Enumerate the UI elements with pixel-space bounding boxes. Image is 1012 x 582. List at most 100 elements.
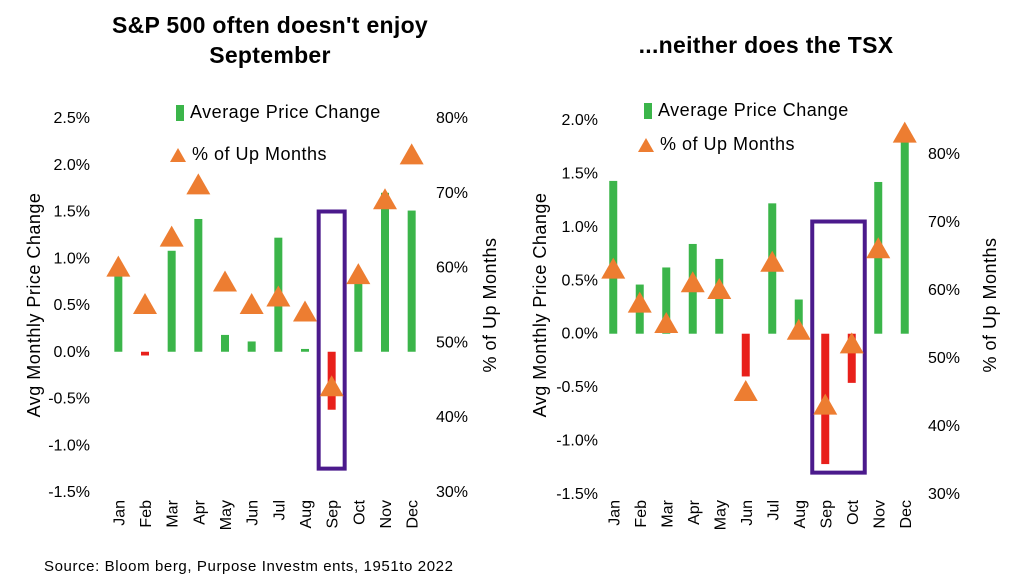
y2-tick-label: 30% bbox=[436, 484, 468, 501]
y2-axis-title: % of Up Months bbox=[480, 237, 500, 372]
up-months-marker-feb bbox=[627, 291, 652, 313]
legend-label: % of Up Months bbox=[192, 144, 328, 164]
chart-title: ...neither does the TSX bbox=[606, 30, 926, 60]
legend-item-markers: % of Up Months bbox=[170, 144, 327, 165]
up-months-marker-nov bbox=[866, 237, 891, 259]
up-months-marker-mar bbox=[159, 225, 184, 247]
up-months-marker-jun bbox=[239, 293, 264, 314]
legend-item-bars: Average Price Change bbox=[176, 102, 381, 123]
up-months-marker-jan bbox=[601, 257, 626, 279]
chart-title: S&P 500 often doesn't enjoy September bbox=[70, 10, 470, 70]
bar-dec bbox=[407, 210, 416, 352]
y-tick-label: 1.5% bbox=[54, 204, 90, 221]
x-tick-label: Nov bbox=[378, 500, 395, 528]
up-months-marker-aug bbox=[786, 318, 811, 340]
y-tick-label: -1.0% bbox=[48, 437, 90, 454]
x-tick-label: Sep bbox=[325, 500, 342, 529]
up-months-marker-feb bbox=[133, 293, 157, 314]
legend-label: Average Price Change bbox=[190, 102, 381, 122]
x-tick-label: Jan bbox=[111, 500, 128, 526]
y-tick-label: 2.0% bbox=[54, 157, 90, 174]
y-tick-label: 2.5% bbox=[54, 110, 90, 127]
legend-label: Average Price Change bbox=[658, 100, 849, 120]
up-months-marker-jun bbox=[733, 380, 758, 401]
legend-label: % of Up Months bbox=[660, 134, 796, 154]
legend-triangle-icon bbox=[638, 137, 654, 152]
x-tick-label: Jun bbox=[245, 500, 262, 526]
x-tick-label: Jul bbox=[271, 500, 288, 520]
chart-title-line: September bbox=[209, 42, 331, 68]
up-months-marker-apr bbox=[680, 271, 705, 293]
y-tick-label: 0.5% bbox=[54, 297, 90, 314]
bar-dec bbox=[900, 139, 909, 334]
y-tick-label: 1.5% bbox=[562, 165, 598, 182]
y-tick-label: -0.5% bbox=[556, 379, 598, 396]
y2-tick-label: 60% bbox=[436, 260, 468, 277]
y-axis-title: Avg Monthly Price Change bbox=[24, 193, 44, 418]
chart-plot: -1.5% -1.0% -0.5% 0.0% 0.5% 1.0% 1.5% 2.0% 30% 40… bbox=[530, 112, 1000, 530]
x-tick-label: Mar bbox=[165, 499, 182, 527]
up-months-marker-may bbox=[213, 270, 237, 292]
x-tick-label: Apr bbox=[191, 499, 208, 525]
y-tick-label: 0.5% bbox=[562, 272, 598, 289]
up-months-marker-oct bbox=[839, 332, 864, 354]
up-months-marker-mar bbox=[654, 312, 679, 333]
bar-aug bbox=[794, 299, 803, 334]
x-tick-label: Mar bbox=[659, 499, 676, 527]
bar-nov bbox=[381, 192, 389, 352]
x-tick-label: Dec bbox=[405, 500, 422, 528]
up-months-marker-jul bbox=[266, 285, 291, 307]
x-tick-label: May bbox=[218, 500, 235, 530]
up-months-marker-aug bbox=[293, 300, 317, 322]
y2-tick-label: 80% bbox=[436, 110, 468, 127]
bar-may bbox=[221, 334, 229, 352]
x-tick-label: Sep bbox=[818, 500, 835, 529]
bar-jun bbox=[741, 333, 750, 377]
x-tick-label: Jul bbox=[765, 500, 782, 520]
up-months-marker-nov bbox=[373, 188, 397, 210]
chart-title-line: ...neither does the TSX bbox=[638, 32, 894, 58]
chart-plot: -1.5% -1.0% -0.5% 0.0% 0.5% 1.0% 1.5% 2.0% 2.5% 3… bbox=[24, 110, 500, 530]
up-months-marker-dec bbox=[892, 121, 917, 143]
up-months-marker-oct bbox=[346, 263, 371, 285]
y-axis-title: Avg Monthly Price Change bbox=[530, 193, 550, 418]
source-note: Source: Bloom berg, Purpose Investm ents… bbox=[44, 558, 454, 575]
up-months-marker-dec bbox=[399, 143, 424, 165]
bar-oct bbox=[847, 333, 856, 383]
y2-tick-label: 50% bbox=[436, 334, 468, 351]
bar-oct bbox=[354, 270, 363, 352]
bar-mar bbox=[167, 250, 176, 352]
y2-tick-label: 70% bbox=[928, 214, 960, 231]
bar-mar bbox=[662, 267, 671, 334]
y2-tick-label: 40% bbox=[928, 418, 960, 435]
legend-item-markers: % of Up Months bbox=[638, 134, 795, 155]
y2-tick-label: 50% bbox=[928, 350, 960, 367]
x-tick-label: Apr bbox=[686, 499, 703, 525]
chart-title-line: S&P 500 often doesn't enjoy bbox=[111, 12, 429, 38]
tsx-chart-panel: ...neither does the TSX Average Price Ch… bbox=[506, 0, 1012, 582]
x-tick-label: Dec bbox=[898, 500, 915, 528]
up-months-marker-may bbox=[707, 278, 732, 299]
highlight-box bbox=[810, 219, 867, 475]
highlight-box bbox=[316, 209, 347, 471]
y-tick-label: 0.0% bbox=[54, 344, 90, 361]
x-tick-label: Aug bbox=[792, 500, 809, 528]
legend-bar-swatch bbox=[176, 104, 184, 121]
y2-axis-title: % of Up Months bbox=[980, 237, 1000, 372]
x-tick-label: Oct bbox=[351, 499, 368, 524]
bar-jan bbox=[114, 267, 123, 352]
x-tick-label: Feb bbox=[138, 500, 155, 528]
up-months-marker-sep bbox=[319, 375, 344, 397]
y-tick-label: 0.0% bbox=[562, 326, 598, 343]
x-tick-label: Aug bbox=[298, 500, 315, 528]
y2-tick-label: 70% bbox=[436, 185, 468, 202]
bar-apr bbox=[194, 218, 203, 352]
y2-tick-label: 60% bbox=[928, 282, 960, 299]
sp500-chart-panel: S&P 500 often doesn't enjoy September Av… bbox=[24, 10, 500, 530]
y2-tick-label: 30% bbox=[928, 486, 960, 503]
y-tick-label: -1.5% bbox=[48, 484, 90, 501]
x-tick-label: Nov bbox=[871, 500, 888, 528]
bar-feb bbox=[141, 351, 149, 356]
y2-tick-label: 80% bbox=[928, 146, 960, 163]
x-tick-label: Jun bbox=[739, 500, 756, 526]
